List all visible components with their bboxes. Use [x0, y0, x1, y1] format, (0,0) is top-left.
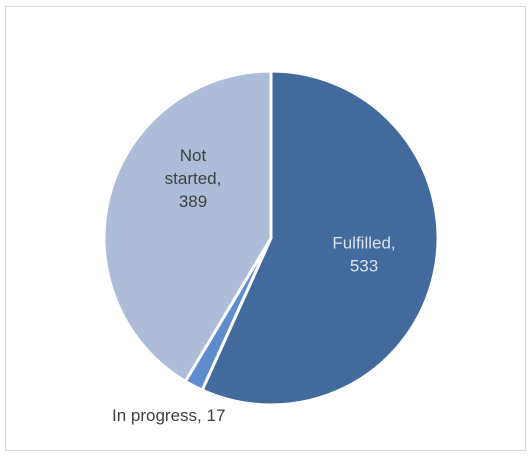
pie-data-labels: Fulfilled, 533 In progress, 17 Not started, 3… — [112, 146, 396, 425]
pie-slices — [102, 69, 440, 407]
data-label-in-progress: In progress, 17 — [112, 406, 225, 425]
data-label-fulfilled: Fulfilled, 533 — [332, 234, 395, 276]
pie-slice-fulfilled — [200, 69, 440, 407]
data-label-not-started: Not started, 389 — [165, 146, 222, 211]
pie-slice-not-started — [102, 69, 273, 383]
